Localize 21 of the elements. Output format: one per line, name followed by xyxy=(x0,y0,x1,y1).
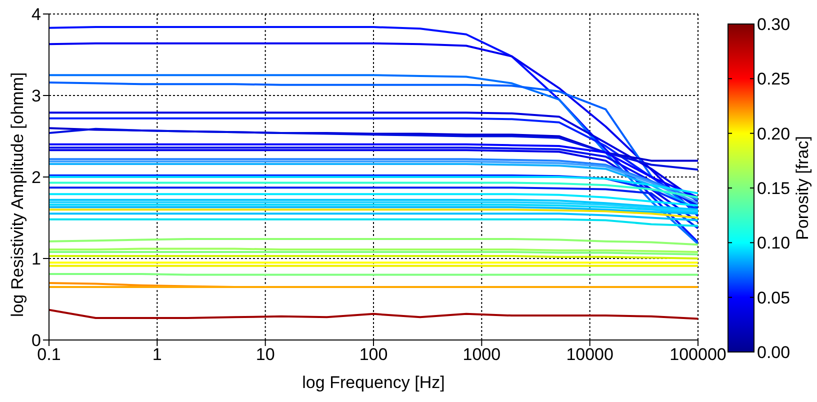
x-tick-label: 1 xyxy=(152,345,162,364)
y-axis-title: log Resistivity Amplitude [ohmm] xyxy=(8,72,28,317)
color-bar-label: 0.00 xyxy=(757,342,790,362)
color-bar-label: 0.30 xyxy=(757,14,790,34)
color-bar-label: 0.25 xyxy=(757,70,790,89)
y-tick-label: 2 xyxy=(32,168,41,188)
x-tick-label: 100 xyxy=(359,345,388,364)
x-tick-label: 10000 xyxy=(566,345,614,364)
x-tick-label: 10 xyxy=(256,345,275,364)
x-tick-label: 100000 xyxy=(670,345,726,364)
color-bar-title: Porosity [frac] xyxy=(793,136,812,240)
x-tick-label: 0.1 xyxy=(37,345,61,364)
y-tick-label: 1 xyxy=(32,250,41,269)
color-bar-label: 0.05 xyxy=(757,288,790,308)
color-bar-label: 0.20 xyxy=(757,124,790,144)
x-axis-title: log Frequency [Hz] xyxy=(302,373,445,392)
y-tick-label: 4 xyxy=(32,5,41,24)
y-tick-label: 3 xyxy=(32,86,41,106)
x-tick-label: 1000 xyxy=(462,345,501,364)
color-bar-label: 0.10 xyxy=(757,234,790,253)
color-bar-label: 0.15 xyxy=(757,178,790,198)
